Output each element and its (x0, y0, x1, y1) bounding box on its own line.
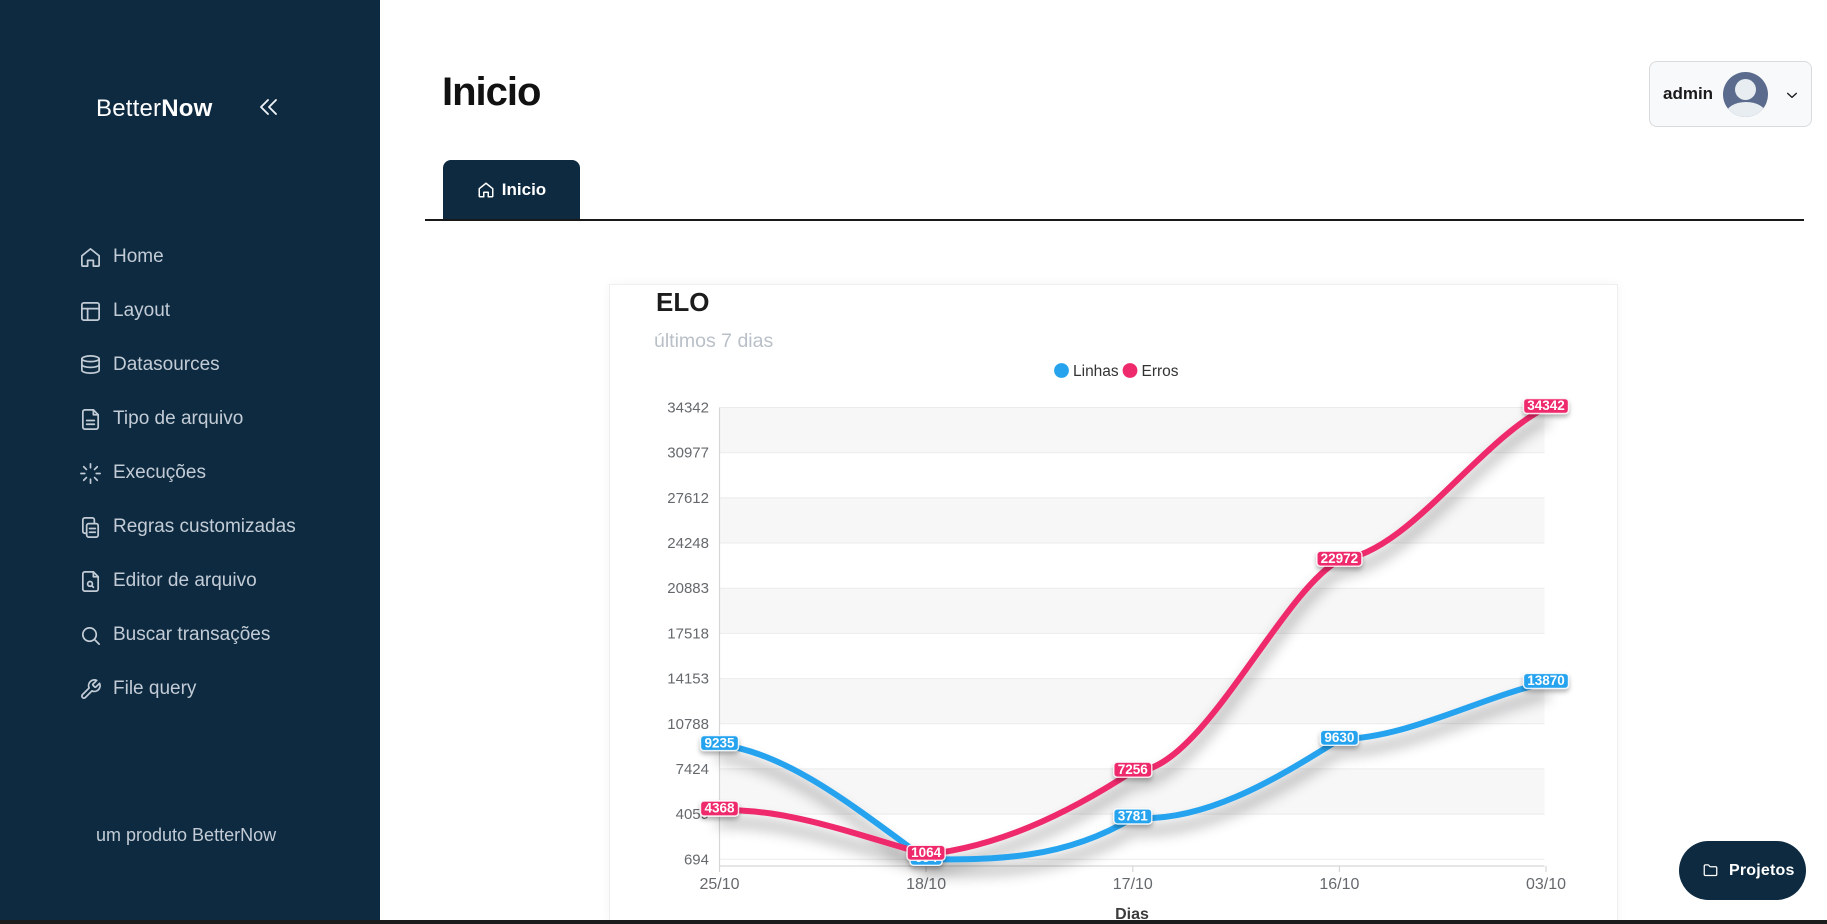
svg-text:9630: 9630 (1324, 730, 1354, 745)
svg-text:22972: 22972 (1321, 551, 1359, 566)
svg-text:16/10: 16/10 (1319, 876, 1359, 893)
svg-text:7256: 7256 (1118, 762, 1149, 777)
svg-text:27612: 27612 (667, 490, 709, 507)
svg-text:30977: 30977 (667, 445, 709, 462)
svg-text:24248: 24248 (667, 535, 709, 552)
svg-text:25/10: 25/10 (699, 876, 739, 893)
svg-text:13870: 13870 (1527, 673, 1565, 688)
svg-text:4368: 4368 (704, 801, 735, 816)
svg-text:14153: 14153 (667, 671, 709, 688)
svg-text:1064: 1064 (911, 845, 942, 860)
svg-text:18/10: 18/10 (906, 876, 946, 893)
svg-text:03/10: 03/10 (1526, 876, 1566, 893)
svg-text:34342: 34342 (1527, 398, 1565, 413)
svg-text:17/10: 17/10 (1113, 876, 1153, 893)
svg-text:17518: 17518 (667, 625, 709, 642)
svg-text:7424: 7424 (676, 761, 709, 778)
svg-text:Linhas: Linhas (1073, 363, 1119, 380)
svg-text:10788: 10788 (667, 716, 709, 733)
svg-text:9235: 9235 (704, 735, 735, 750)
svg-text:3781: 3781 (1118, 809, 1149, 824)
svg-text:Erros: Erros (1142, 363, 1179, 380)
svg-text:34342: 34342 (667, 400, 709, 417)
svg-text:Dias: Dias (1115, 906, 1149, 923)
svg-text:694: 694 (684, 851, 709, 868)
svg-text:20883: 20883 (667, 580, 709, 597)
